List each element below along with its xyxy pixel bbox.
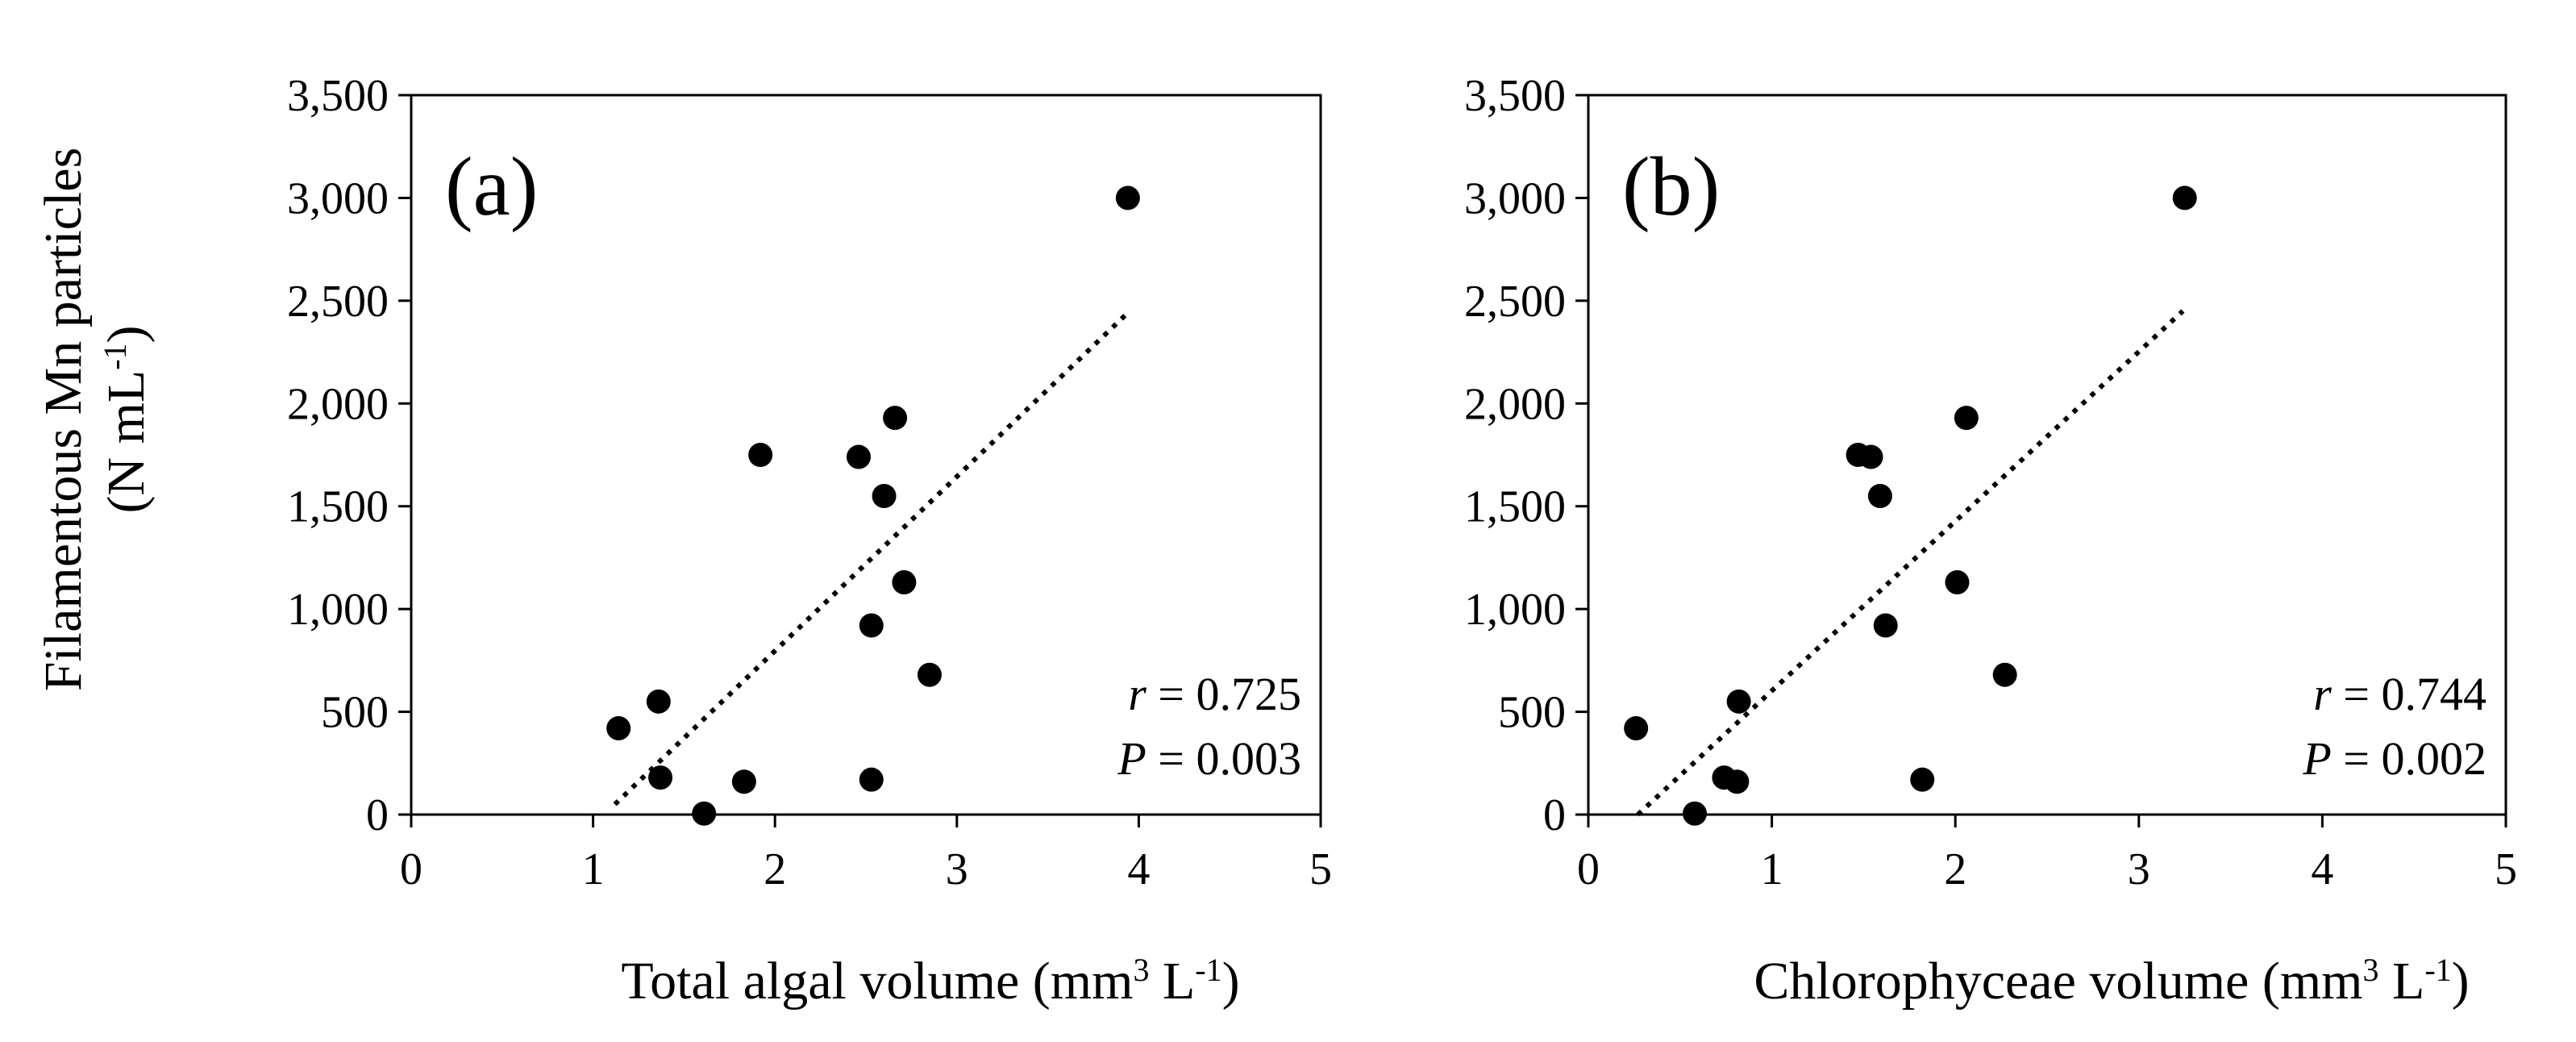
- panel-a-x-tick-label: 0: [400, 844, 422, 894]
- panel-b-r-stat: r = 0.744: [2313, 668, 2487, 720]
- panel-b-plot-frame: [1587, 94, 2507, 816]
- panel-b-x-tick-label: 0: [1577, 844, 1600, 894]
- panel-b-y-tick-label: 2,500: [1464, 277, 1566, 327]
- panel-a-ticks: [398, 94, 1322, 827]
- panel-a-x-tick-label: 3: [946, 844, 968, 894]
- panel-b-y-tick-label: 0: [1543, 790, 1566, 840]
- panel-a-y-tick-label: 2,000: [287, 379, 389, 429]
- panel-a-y-tick-label: 1,500: [287, 482, 389, 532]
- panel-a-data-point: [1115, 185, 1140, 210]
- panel-a-data-point: [883, 406, 908, 431]
- panel-b-data-point: [1945, 570, 1970, 595]
- panel-a-y-tick-label: 1,000: [287, 585, 389, 635]
- panel-b-x-tick-label: 5: [2495, 844, 2517, 894]
- panel-a-data-point: [646, 689, 671, 714]
- panel-b-x-tick-label: 4: [2311, 844, 2333, 894]
- y-axis-title-line1: Filamentous Mn particles: [34, 148, 93, 692]
- panel-a-x-tick-label: 5: [1309, 844, 1332, 894]
- panel-a-data-point: [846, 444, 871, 469]
- panel-a-p-stat: P = 0.003: [1117, 732, 1301, 785]
- panel-b-y-tick-labels: 0 500 1,000 1,500 2,000 2,500 3,000 3,500: [1464, 71, 1566, 840]
- panel-b-y-tick-label: 500: [1498, 688, 1566, 738]
- panel-b-x-tick-label: 1: [1761, 844, 1783, 894]
- panel-a-data-point: [872, 483, 897, 508]
- panel-a-plot-frame: [410, 94, 1322, 816]
- panel-a-x-tick-label: 1: [582, 844, 605, 894]
- panel-a-y-tick-labels: 0 500 1,000 1,500 2,000 2,500 3,000 3,500: [287, 71, 389, 840]
- panel-b-data-point: [1992, 662, 2017, 687]
- panel-b-x-tick-label: 3: [2128, 844, 2150, 894]
- panel-a: 0 1 2 3 4 5 0 500 1,000 1,500 2,000 2,500 3,000 3,50…: [287, 71, 1332, 1011]
- panel-b-data-point: [1910, 767, 1935, 792]
- panel-a-r-stat: r = 0.725: [1128, 668, 1301, 720]
- panel-b-y-tick-label: 3,000: [1464, 173, 1566, 223]
- panel-b-data-point: [1858, 444, 1883, 469]
- panel-a-data-point: [917, 662, 942, 687]
- panel-a-y-tick-label: 3,500: [287, 71, 389, 121]
- panel-a-data-point: [859, 613, 884, 638]
- panel-a-x-axis-title: Total algal volume (mm3 L-1): [621, 952, 1239, 1011]
- panel-a-y-tick-label: 2,500: [287, 277, 389, 327]
- panel-b-trendline: [1636, 309, 2185, 817]
- panel-b-x-tick-labels: 0 1 2 3 4 5: [1577, 844, 2517, 894]
- panel-a-label: (a): [445, 140, 538, 233]
- panel-b-y-tick-label: 2,000: [1464, 379, 1566, 429]
- y-axis-title-line2: (N mL-1): [97, 325, 156, 513]
- panel-a-data-point: [859, 767, 884, 792]
- panel-b-y-tick-label: 3,500: [1464, 71, 1566, 121]
- panel-a-data-point: [606, 715, 631, 740]
- panel-a-x-tick-label: 4: [1127, 844, 1150, 894]
- panel-a-y-tick-label: 500: [321, 688, 389, 738]
- panel-b-x-tick-label: 2: [1944, 844, 1966, 894]
- panel-a-trendline: [613, 309, 1132, 807]
- panel-b-data-point: [1726, 689, 1751, 714]
- panel-a-x-tick-label: 2: [764, 844, 786, 894]
- panel-a-points: [606, 185, 1140, 826]
- panel-b-data-point: [1725, 769, 1750, 794]
- panel-b-data-point: [1867, 483, 1892, 508]
- panel-b-points: [1624, 185, 2197, 826]
- panel-b-data-point: [1624, 715, 1649, 740]
- panel-a-data-point: [731, 769, 756, 794]
- panel-b: 0 1 2 3 4 5 0 500 1,000 1,500 2,000 2,500 3,000 3,50…: [1464, 71, 2517, 1011]
- panel-a-data-point: [892, 570, 917, 595]
- panel-b-label: (b): [1622, 140, 1720, 233]
- panel-b-p-stat: P = 0.002: [2302, 732, 2487, 785]
- panel-b-data-point: [2172, 185, 2197, 210]
- panel-a-y-tick-label: 3,000: [287, 173, 389, 223]
- panel-b-y-tick-label: 1,500: [1464, 482, 1566, 532]
- panel-b-y-tick-label: 1,000: [1464, 585, 1566, 635]
- panel-a-data-point: [648, 765, 673, 790]
- panel-b-x-axis-title: Chlorophyceae volume (mm3 L-1): [1754, 952, 2469, 1011]
- panel-b-data-point: [1954, 406, 1979, 431]
- panel-a-data-point: [748, 443, 773, 467]
- panel-b-data-point: [1873, 613, 1898, 638]
- panel-b-ticks: [1575, 94, 2507, 827]
- panel-a-y-tick-label: 0: [366, 790, 389, 840]
- panel-a-x-tick-labels: 0 1 2 3 4 5: [400, 844, 1332, 894]
